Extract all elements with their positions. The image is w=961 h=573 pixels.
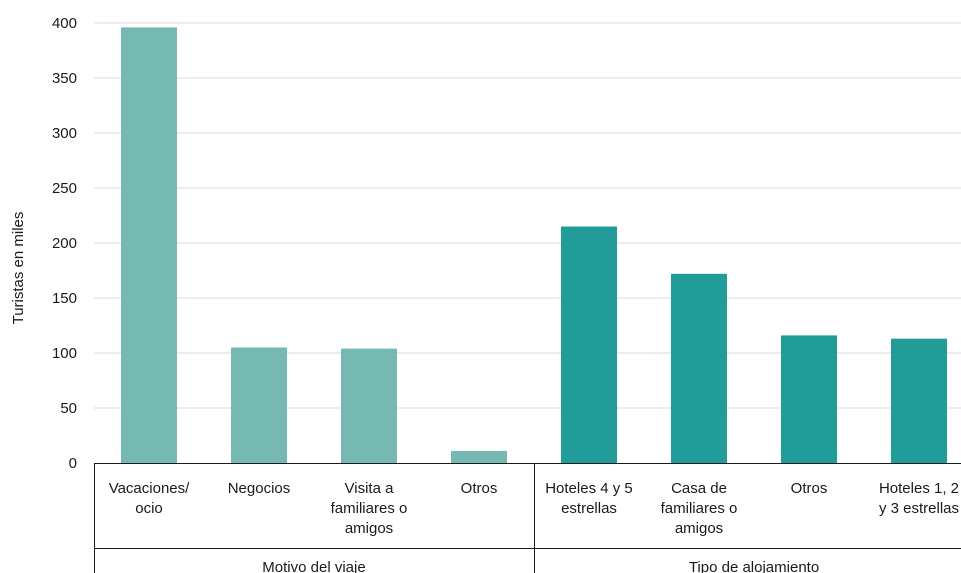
category-label: Visita a familiares o amigos [331, 480, 408, 537]
y-tick-label: 300 [52, 125, 77, 142]
y-tick-label: 200 [52, 235, 77, 252]
y-tick-label: 0 [69, 455, 77, 472]
y-axis-label: Turistas en miles [10, 212, 27, 325]
y-tick-label: 250 [52, 180, 77, 197]
category-label-line: y 3 estrellas [879, 500, 959, 517]
bar [231, 347, 287, 463]
y-tick-label: 150 [52, 290, 77, 307]
category-label-line: familiares o [661, 500, 738, 517]
group-label: Tipo de alojamiento [689, 559, 819, 573]
category-label-line: familiares o [331, 500, 408, 517]
y-tick-label: 50 [60, 400, 77, 417]
category-label-line: Otros [791, 480, 828, 497]
bar [671, 273, 727, 463]
category-label-line: Hoteles 1, 2 [879, 480, 959, 497]
category-label-line: Casa de [671, 480, 727, 497]
category-label-line: Negocios [228, 480, 291, 497]
category-label: Otros [791, 480, 828, 497]
category-axis: Vacaciones/ocio Negocios Visita a familiare… [94, 463, 961, 573]
bar [451, 450, 507, 463]
bar [561, 226, 617, 463]
category-label-line: ocio [135, 500, 163, 517]
y-tick-label: 400 [52, 15, 77, 32]
group-label: Motivo del viaje [262, 559, 365, 573]
bar [121, 27, 177, 464]
category-label-line: amigos [345, 520, 393, 537]
category-label: Hoteles 4 y 5 estrellas [545, 480, 633, 517]
y-tick-label: 350 [52, 70, 77, 87]
category-label-line: Hoteles 4 y 5 [545, 480, 633, 497]
category-label-line: amigos [675, 520, 723, 537]
category-label: Otros [461, 480, 498, 497]
y-axis-ticks: 0 50 100 150 200 250 300 350 400 [52, 15, 77, 472]
bar [781, 335, 837, 463]
category-label: Hoteles 1, 2 y 3 estrellas [879, 480, 959, 517]
y-tick-label: 100 [52, 345, 77, 362]
category-label-line: Vacaciones/ [109, 480, 190, 497]
category-label-line: estrellas [561, 500, 617, 517]
category-label-line: Visita a [345, 480, 395, 497]
category-label-line: Otros [461, 480, 498, 497]
bar [341, 348, 397, 463]
category-label: Vacaciones/ocio [109, 480, 190, 517]
bar [891, 338, 947, 463]
category-label: Negocios [228, 480, 291, 497]
bars [121, 27, 947, 464]
category-label: Casa de familiares o amigos [661, 480, 738, 537]
